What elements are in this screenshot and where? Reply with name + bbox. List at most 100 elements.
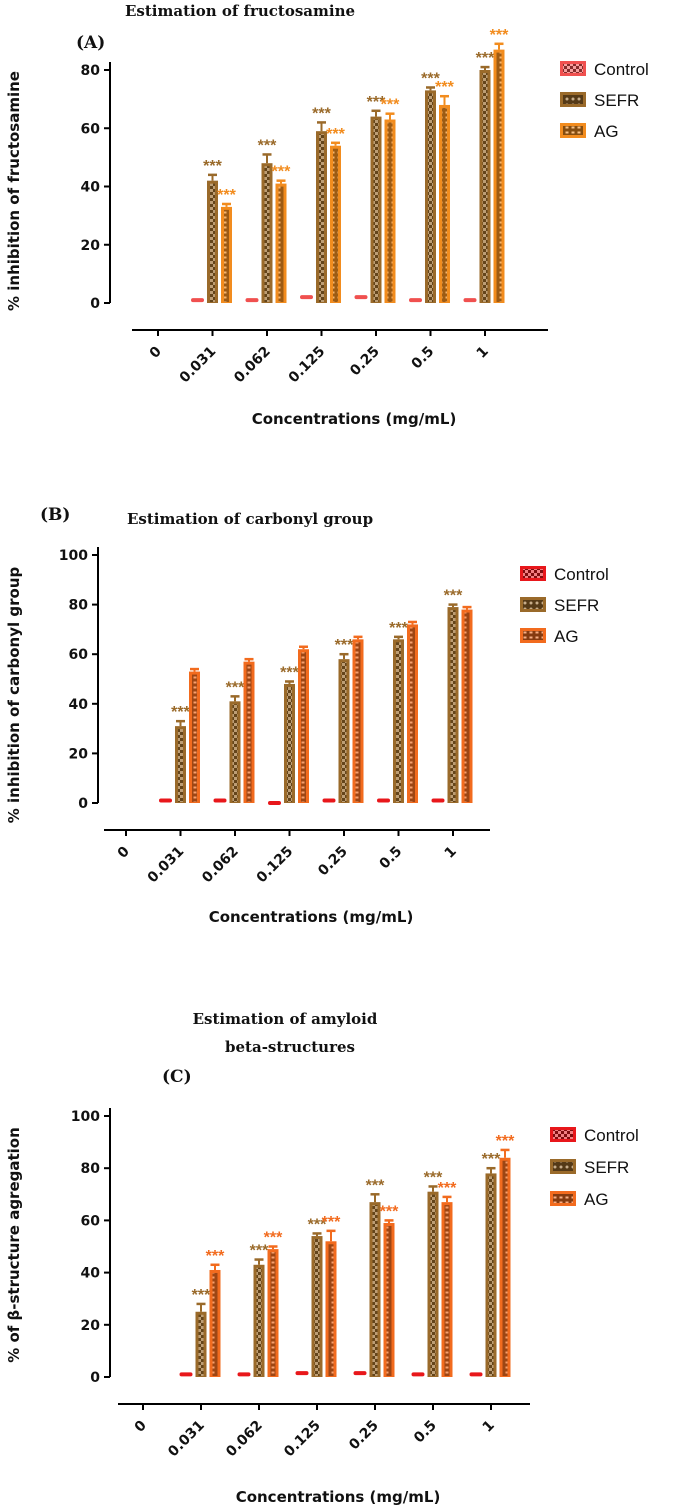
legend-label: Control xyxy=(554,565,609,584)
bar-texture xyxy=(287,686,292,802)
significance-label: *** xyxy=(206,1248,225,1265)
bar-control xyxy=(295,1371,309,1376)
x-tick-label: 0.25 xyxy=(347,344,383,380)
significance-label: *** xyxy=(226,679,245,696)
x-tick-label: 0 xyxy=(132,1417,150,1435)
y-tick-label: 0 xyxy=(90,296,100,312)
x-axis-label: Concentrations (mg/mL) xyxy=(252,410,457,428)
bar-control xyxy=(245,298,259,303)
legend-swatch-texture xyxy=(563,64,583,73)
bar-texture xyxy=(212,1272,218,1376)
bar-control xyxy=(159,798,172,803)
x-tick-label: 0.031 xyxy=(165,1418,208,1461)
significance-label: *** xyxy=(203,158,222,175)
bar-texture xyxy=(428,93,433,302)
y-tick-label: 60 xyxy=(81,121,101,137)
x-tick-label: 0.031 xyxy=(177,344,220,387)
legend-swatch-texture xyxy=(523,631,543,640)
chart-title: beta-structures xyxy=(225,1038,355,1056)
bar-control xyxy=(300,295,313,300)
x-tick-label: 0.062 xyxy=(223,1418,266,1461)
significance-label: *** xyxy=(367,94,386,111)
y-tick-label: 60 xyxy=(69,647,89,663)
y-tick-label: 100 xyxy=(59,548,88,564)
x-tick-label: 0.25 xyxy=(346,1418,382,1454)
chart-title: Estimation of carbonyl group xyxy=(127,510,373,528)
significance-label: *** xyxy=(444,588,463,605)
chart-title: Estimation of fructosamine xyxy=(125,2,355,20)
x-tick-label: 0.031 xyxy=(145,844,188,887)
x-tick-label: 1 xyxy=(474,344,492,362)
y-tick-label: 20 xyxy=(69,746,89,762)
bar-texture xyxy=(502,1160,508,1376)
bar-texture xyxy=(372,1205,378,1376)
significance-label: *** xyxy=(217,187,236,204)
y-tick-label: 0 xyxy=(78,796,88,812)
x-tick-label: 0.5 xyxy=(411,1418,440,1447)
significance-label: *** xyxy=(272,164,291,181)
x-axis-label: Concentrations (mg/mL) xyxy=(209,908,414,926)
bar-texture xyxy=(396,642,401,802)
bar-texture xyxy=(410,627,415,802)
significance-label: *** xyxy=(250,1243,269,1260)
bar-texture xyxy=(278,186,284,302)
bar-texture xyxy=(450,610,456,802)
y-tick-label: 60 xyxy=(81,1213,101,1229)
significance-label: *** xyxy=(326,126,345,143)
significance-label: *** xyxy=(482,1151,501,1168)
chart-a: Estimation of fructosamine (A) 0 20 40 60 80 % … xyxy=(5,2,649,428)
y-tick-label: 80 xyxy=(81,1161,101,1177)
bar-control xyxy=(354,295,368,300)
bar-texture xyxy=(232,704,238,802)
bar-texture xyxy=(444,1205,450,1376)
bar-texture xyxy=(442,107,447,302)
bar-texture xyxy=(198,1314,204,1376)
significance-label: *** xyxy=(192,1287,211,1304)
significance-label: *** xyxy=(171,704,190,721)
bar-texture xyxy=(246,664,252,802)
x-tick-label: 0 xyxy=(115,843,133,861)
x-tick-label: 0.25 xyxy=(315,844,351,880)
bar-control xyxy=(237,1372,251,1377)
significance-label: *** xyxy=(264,1230,283,1247)
bar-control xyxy=(353,1371,367,1376)
bar-control xyxy=(213,798,227,803)
bar-control xyxy=(409,298,422,303)
bar-texture xyxy=(328,1244,334,1376)
bar-texture xyxy=(496,52,502,302)
bar-control xyxy=(179,1372,193,1377)
significance-label: *** xyxy=(438,1180,457,1197)
y-tick-label: 20 xyxy=(81,1318,101,1334)
legend-swatch-texture xyxy=(553,1162,573,1171)
significance-label: *** xyxy=(421,70,440,87)
chart-title: Estimation of amyloid xyxy=(193,1010,378,1028)
significance-label: *** xyxy=(381,97,400,114)
panel-label: (B) xyxy=(40,505,70,525)
bar-control xyxy=(268,801,281,805)
significance-label: *** xyxy=(490,27,509,44)
bar-texture xyxy=(319,134,324,302)
y-axis-label: % inhibition of fructosamine xyxy=(5,71,23,311)
legend-label: Control xyxy=(594,60,649,79)
legend-swatch-texture xyxy=(563,95,583,104)
y-tick-label: 40 xyxy=(69,697,89,713)
significance-label: *** xyxy=(366,1177,385,1194)
panel-label: (A) xyxy=(76,33,105,53)
bar-control xyxy=(322,798,336,803)
y-axis-label: % of β-structure agregation xyxy=(5,1127,23,1363)
significance-label: *** xyxy=(335,637,354,654)
legend-swatch-texture xyxy=(523,569,543,578)
significance-label: *** xyxy=(496,1133,515,1150)
bar-texture xyxy=(178,729,183,802)
x-tick-label: 0.5 xyxy=(376,844,405,873)
significance-label: *** xyxy=(389,620,408,637)
x-tick-label: 0.062 xyxy=(199,844,242,887)
bar-control xyxy=(377,798,390,803)
bar-texture xyxy=(355,642,361,802)
y-tick-label: 80 xyxy=(81,63,101,79)
legend-label: AG xyxy=(594,122,619,141)
significance-label: *** xyxy=(280,664,299,681)
x-tick-label: 0.5 xyxy=(408,344,437,373)
y-axis-label: % inhibition of carbonyl group xyxy=(5,567,23,824)
